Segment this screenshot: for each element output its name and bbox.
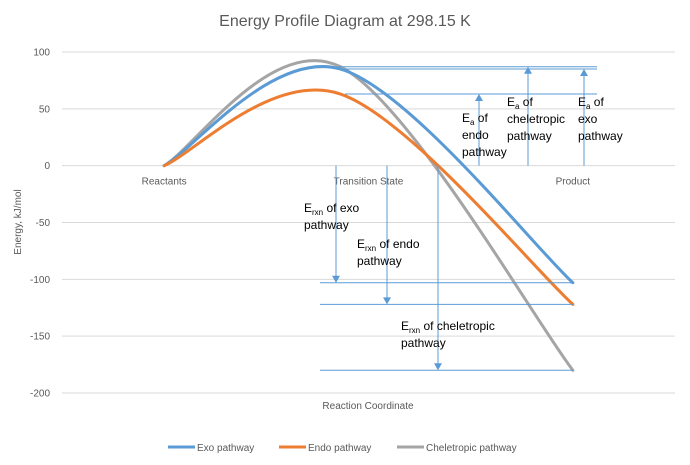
ea-endo-label-line: pathway — [462, 145, 507, 159]
y-axis-title: Energy, kJ/mol — [13, 189, 24, 254]
y-tick-label: -100 — [30, 275, 50, 286]
x-category-label: Reactants — [142, 177, 187, 188]
ea-exo-label-line: exo — [578, 112, 598, 126]
ea-cheletropic-label: Ea of — [507, 95, 533, 111]
arrow-head — [475, 94, 483, 102]
ea-exo-label-line: pathway — [578, 129, 623, 143]
legend-label: Endo pathway — [308, 443, 371, 454]
ea-cheletropic-label-line: cheletropic — [507, 112, 565, 126]
legend: Exo pathway Endo pathway Cheletropic pathw… — [168, 443, 517, 454]
arrow-head — [580, 69, 588, 77]
erxn-cheletropic-label: Erxn of cheletropic — [401, 319, 495, 335]
ea-exo-label: Ea of — [578, 95, 604, 111]
y-axis-ticks: 100 50 0 -50 -100 -150 -200 — [30, 48, 50, 400]
ea-endo-label: Ea of — [462, 111, 488, 127]
ea-endo-label-line: endo — [462, 128, 489, 142]
erxn-exo-label-line: pathway — [304, 218, 349, 232]
arrow-head — [524, 66, 532, 74]
y-tick-label: -50 — [36, 218, 51, 229]
y-tick-label: -200 — [30, 389, 50, 400]
x-category-label: Transition State — [334, 177, 404, 188]
y-tick-label: 50 — [39, 104, 51, 115]
erxn-cheletropic-label-line: pathway — [401, 336, 446, 350]
arrow-head — [332, 275, 340, 283]
x-axis-categories: Reactants Transition State Product — [142, 177, 591, 188]
legend-label: Exo pathway — [197, 443, 254, 454]
x-axis-title: Reaction Coordinate — [322, 401, 414, 412]
y-tick-label: 100 — [33, 48, 50, 59]
chart-title: Energy Profile Diagram at 298.15 K — [219, 13, 471, 30]
y-tick-label: -150 — [30, 332, 50, 343]
arrow-head — [434, 363, 442, 371]
legend-label: Cheletropic pathway — [426, 443, 517, 454]
erxn-exo-label: Erxn of exo — [304, 201, 359, 217]
y-tick-label: 0 — [44, 161, 50, 172]
erxn-endo-label: Erxn of endo — [357, 237, 420, 253]
series-line-endo-pathway — [162, 88, 575, 306]
series-lines — [162, 59, 575, 372]
series-line-exo-pathway — [162, 65, 575, 285]
erxn-endo-label-line: pathway — [357, 254, 402, 268]
x-category-label: Product — [556, 177, 591, 188]
ea-cheletropic-label-line: pathway — [507, 129, 552, 143]
arrow-head — [383, 297, 391, 305]
